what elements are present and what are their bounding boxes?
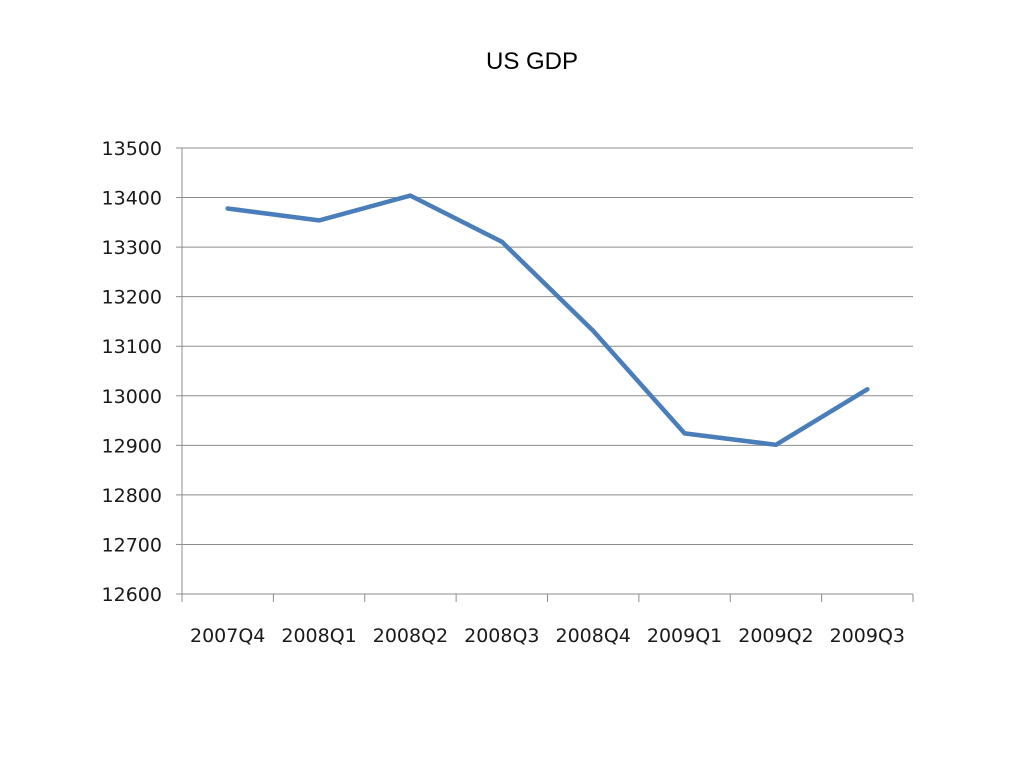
axes (176, 147, 914, 602)
data-point-2008Q2 (408, 193, 413, 198)
series-line-0 (225, 193, 870, 448)
data-point-2007Q4 (225, 206, 230, 211)
x-tick-label: 2009Q2 (738, 625, 813, 647)
x-tick-label: 2009Q1 (647, 625, 722, 647)
y-tick-label: 12900 (102, 435, 162, 457)
x-tick-label: 2008Q4 (555, 625, 630, 647)
y-tick-label: 13400 (102, 188, 162, 210)
y-tick-label: 12800 (102, 485, 162, 507)
data-point-2008Q1 (317, 218, 322, 223)
y-tick-label: 13100 (102, 336, 162, 358)
y-tick-label: 12700 (102, 534, 162, 556)
x-tick-labels: 2007Q4 2008Q1 2008Q2 2008Q3 2008Q4 2009Q1 2009… (190, 625, 905, 647)
x-tick-label: 2007Q4 (190, 625, 265, 647)
x-tick-label: 2008Q2 (373, 625, 448, 647)
data-point-2009Q2 (773, 442, 778, 447)
series (225, 193, 870, 448)
chart-title: US GDP (485, 48, 578, 75)
x-tick-label: 2008Q1 (281, 625, 356, 647)
y-tick-label: 13200 (102, 287, 162, 309)
data-point-2008Q3 (499, 239, 504, 244)
data-point-2009Q1 (682, 431, 687, 436)
y-tick-label: 13500 (102, 138, 162, 160)
data-point-2009Q3 (865, 387, 870, 392)
x-tick-label: 2008Q3 (464, 625, 539, 647)
y-tick-labels: 12600 12700 12800 12900 13000 13100 13200 13300… (102, 138, 162, 606)
data-point-2008Q4 (591, 328, 596, 333)
y-tick-label: 13000 (102, 386, 162, 408)
y-tick-label: 12600 (102, 584, 162, 606)
x-tick-label: 2009Q3 (830, 625, 905, 647)
y-tick-label: 13300 (102, 237, 162, 259)
gridlines (182, 147, 913, 595)
